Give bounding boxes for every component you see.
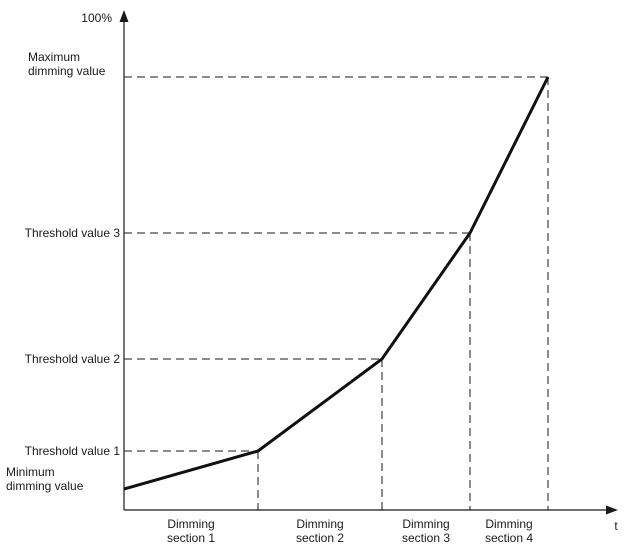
y-level-label-max-line-1: Maximum (28, 50, 80, 64)
y-level-label-t2-line-1: Threshold value 2 (25, 352, 121, 366)
curve-layer (123, 76, 550, 491)
y-level-label-t3-line-1: Threshold value 3 (25, 226, 121, 240)
section-label-4-line-1: Dimming (485, 517, 532, 531)
y-level-label-min-line-2: dimming value (6, 479, 84, 493)
y-axis-arrow (119, 10, 129, 22)
x-axis-arrow (606, 505, 618, 515)
section-label-4-line-2: section 4 (485, 531, 533, 545)
section-label-3-line-1: Dimming (402, 517, 449, 531)
y-top-label: 100% (81, 11, 112, 25)
section-label-2-line-2: section 2 (296, 531, 344, 545)
y-level-label-max-line-2: dimming value (28, 64, 106, 78)
axes (119, 10, 618, 515)
guide-lines (124, 76, 549, 510)
y-level-label-t1-line-1: Threshold value 1 (25, 444, 121, 458)
section-label-2-line-1: Dimming (296, 517, 343, 531)
section-label-1-line-2: section 1 (167, 531, 215, 545)
section-label-1-line-1: Dimming (167, 517, 214, 531)
section-label-3-line-2: section 3 (402, 531, 450, 545)
x-axis-label: t (614, 519, 618, 533)
dimming-curve-line (123, 76, 550, 491)
y-level-label-min-line-1: Minimum (6, 465, 55, 479)
